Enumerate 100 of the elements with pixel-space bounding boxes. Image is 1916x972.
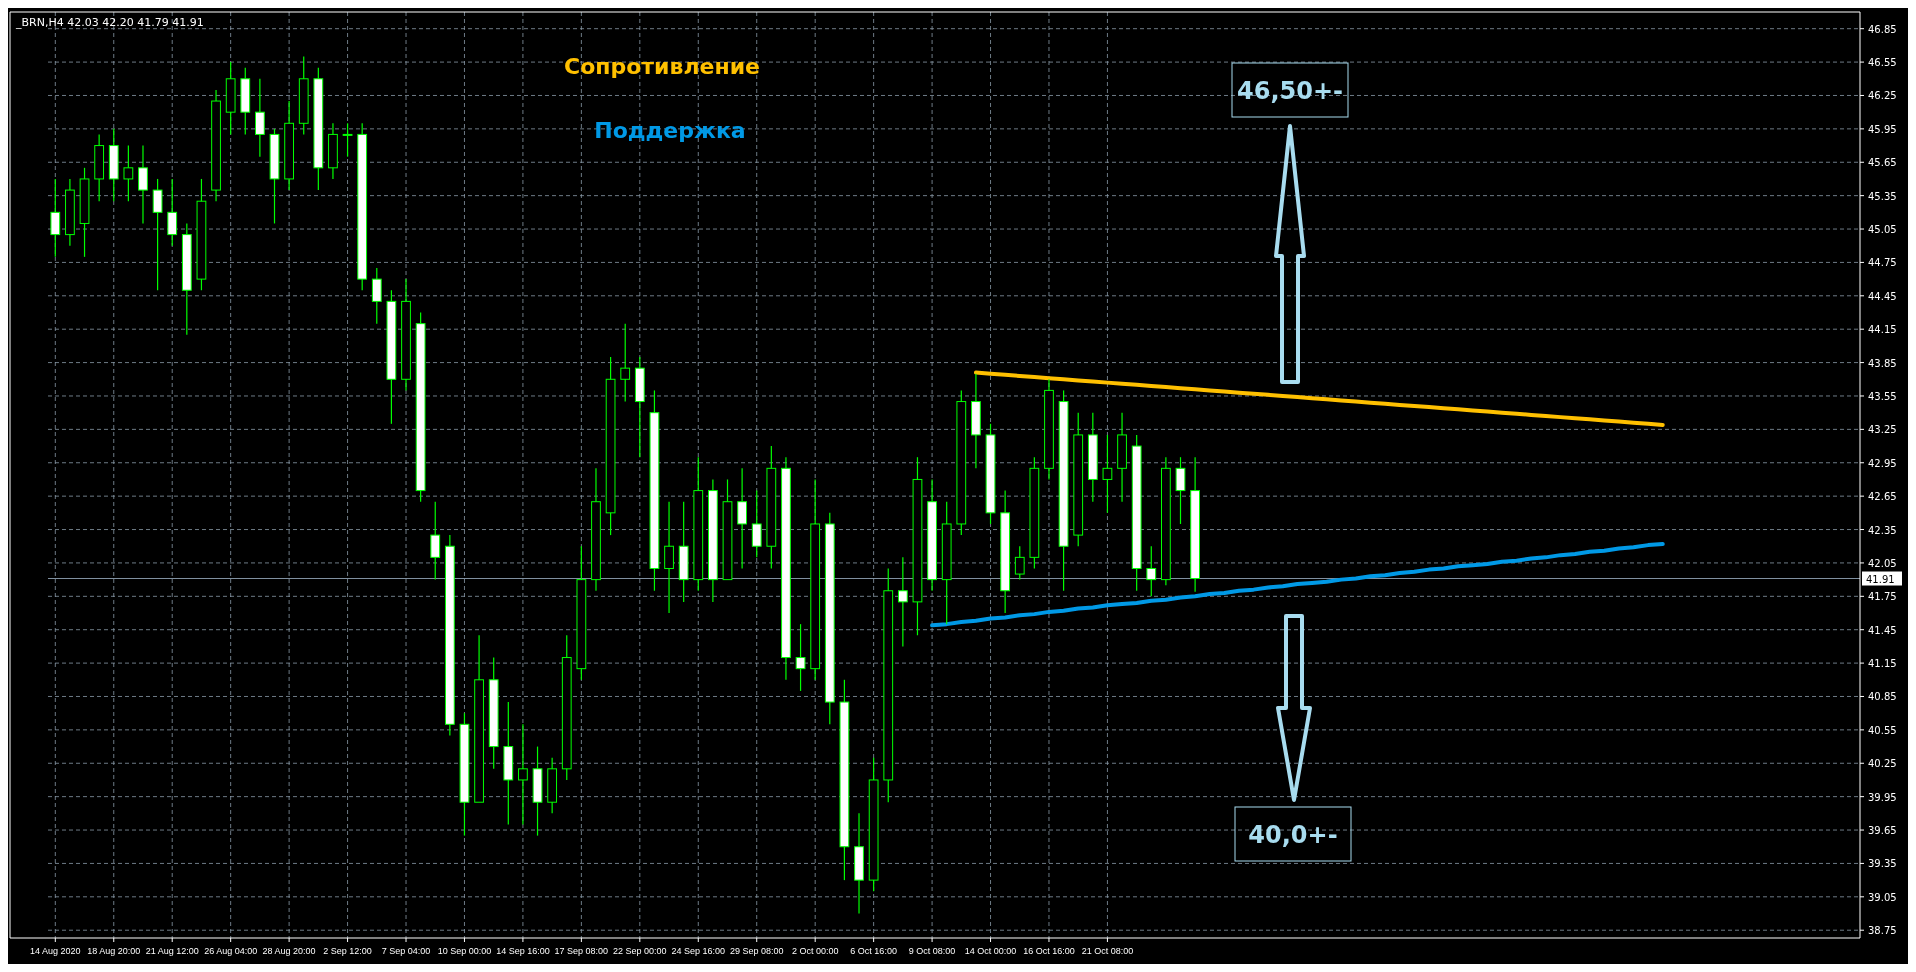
candlestick <box>94 133 105 202</box>
annotation: 40,0+- <box>1248 821 1338 849</box>
y-tick-label: 40.55 <box>1868 724 1897 736</box>
x-tick-label: 18 Aug 20:00 <box>87 946 141 956</box>
y-tick-label: 39.35 <box>1868 858 1897 870</box>
x-tick-label: 21 Aug 12:00 <box>145 946 199 956</box>
candlestick <box>1044 378 1054 481</box>
annotation: 46,50+- <box>1237 77 1343 105</box>
x-tick-label: 14 Aug 2020 <box>30 946 81 956</box>
candlestick <box>1161 456 1171 586</box>
candlestick <box>50 178 61 258</box>
text: Поддержка <box>594 118 746 143</box>
y-tick-label: 45.35 <box>1868 190 1897 202</box>
x-tick-label: 21 Oct 08:00 <box>1081 946 1134 956</box>
candlestick <box>737 467 747 570</box>
candlestick <box>430 501 441 581</box>
x-tick-label: 2 Sep 12:00 <box>323 946 372 956</box>
candlestick <box>1117 412 1127 503</box>
x-tick-label: 14 Oct 00:00 <box>964 946 1017 956</box>
y-tick-label: 41.45 <box>1868 624 1897 636</box>
x-tick-label: 9 Oct 08:00 <box>908 946 956 956</box>
candlestick <box>927 478 937 592</box>
candlestick <box>605 356 616 536</box>
candlestick <box>1190 456 1200 593</box>
y-tick-label: 46.85 <box>1868 23 1897 35</box>
y-tick-label: 45.65 <box>1868 157 1897 169</box>
y-tick-label: 44.75 <box>1868 257 1897 269</box>
chart-title: _BRN,H4 42.03 42.20 41.79 41.91 <box>15 16 204 29</box>
candlestick <box>1058 389 1069 592</box>
candlestick <box>518 723 528 826</box>
candlestick <box>678 501 689 603</box>
candlestick <box>941 501 952 625</box>
y-tick-label: 42.05 <box>1868 557 1897 569</box>
y-tick-label: 44.45 <box>1868 290 1897 302</box>
ref-line-label: 41.91 <box>1866 573 1895 585</box>
candlestick <box>708 478 718 603</box>
candlestick <box>488 656 499 770</box>
candlestick <box>620 323 631 403</box>
line-series <box>930 542 1665 628</box>
y-tick-label: 39.05 <box>1868 891 1897 903</box>
y-tick-label: 46.25 <box>1868 90 1897 102</box>
candlestick <box>181 222 192 336</box>
candlestick <box>781 456 791 681</box>
x-tick-label: 2 Oct 00:00 <box>791 946 839 956</box>
y-tick-label: 41.15 <box>1868 658 1897 670</box>
x-tick-label: 22 Sep 00:00 <box>613 946 667 956</box>
candlestick <box>211 89 221 202</box>
candlestick <box>854 812 864 915</box>
x-tick-label: 29 Sep 08:00 <box>729 946 784 956</box>
candlestick <box>532 745 543 837</box>
y-tick-label: 42.65 <box>1868 491 1897 503</box>
candlestick <box>123 144 134 202</box>
candlestick <box>649 389 660 592</box>
x-tick-label: 7 Sep 04:00 <box>381 946 431 956</box>
y-tick-label: 38.75 <box>1868 925 1897 937</box>
x-tick-label: 28 Aug 20:00 <box>262 946 316 956</box>
y-tick-label: 42.35 <box>1868 524 1897 536</box>
y-tick-label: 45.95 <box>1868 123 1897 135</box>
candlestick <box>255 78 265 158</box>
candlestick <box>912 456 923 636</box>
candlestick <box>795 623 806 692</box>
candlestick <box>1102 434 1113 514</box>
line-series <box>973 370 1665 427</box>
candlestick <box>883 567 894 803</box>
text: Сопротивление <box>564 54 760 79</box>
candlestick <box>664 501 674 614</box>
x-tick-label: 26 Aug 04:00 <box>204 946 258 956</box>
candlestick <box>897 556 908 647</box>
candlestick <box>766 445 777 570</box>
candlestick <box>65 178 75 247</box>
y-tick-label: 39.95 <box>1868 791 1897 803</box>
candlestick <box>503 701 514 826</box>
candlestick <box>547 757 558 814</box>
y-tick-label: 45.05 <box>1868 224 1897 236</box>
candlestick <box>839 679 850 881</box>
y-tick-label: 39.65 <box>1868 825 1897 837</box>
y-tick-label: 44.15 <box>1868 324 1897 336</box>
candlestick <box>1000 489 1011 614</box>
candlestick <box>971 373 981 469</box>
y-tick-label: 40.85 <box>1868 691 1897 703</box>
candlestick <box>138 144 148 225</box>
y-tick-label: 43.55 <box>1868 390 1897 402</box>
candlestick <box>444 534 455 737</box>
x-tick-label: 10 Sep 00:00 <box>437 946 492 956</box>
candlestick <box>284 100 294 191</box>
x-tick-label: 14 Sep 16:00 <box>496 946 550 956</box>
y-tick-label: 43.25 <box>1868 424 1897 436</box>
candlestick <box>328 122 338 180</box>
x-tick-label: 16 Oct 16:00 <box>1023 946 1075 956</box>
candlestick <box>401 278 411 392</box>
candlestick <box>591 467 601 592</box>
y-tick-label: 41.75 <box>1868 591 1897 603</box>
y-tick-label: 42.95 <box>1868 457 1897 469</box>
y-tick-label: 46.55 <box>1868 57 1897 69</box>
x-tick-label: 24 Sep 16:00 <box>671 946 726 956</box>
y-tick-label: 43.85 <box>1868 357 1897 369</box>
x-tick-label: 6 Oct 16:00 <box>850 946 897 956</box>
x-tick-label: 17 Sep 08:00 <box>554 946 609 956</box>
candlestick <box>1087 412 1098 503</box>
y-tick-label: 40.25 <box>1868 758 1897 770</box>
